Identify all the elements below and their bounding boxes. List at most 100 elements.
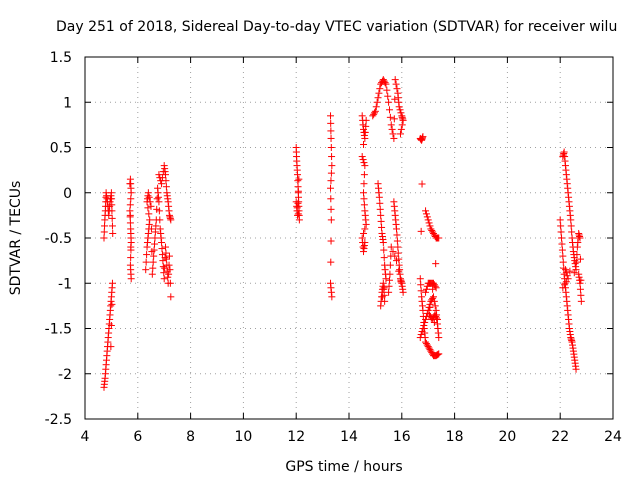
data-point <box>379 279 387 287</box>
data-point <box>100 228 108 236</box>
x-tick-label: 8 <box>186 429 195 445</box>
data-point <box>146 216 154 224</box>
data-point <box>328 153 336 161</box>
y-tick-label: -2.5 <box>45 412 72 428</box>
data-point <box>381 297 389 305</box>
data-point <box>422 285 430 293</box>
data-point <box>396 130 404 138</box>
data-point <box>424 306 432 314</box>
data-point <box>421 318 429 326</box>
data-point <box>158 239 166 247</box>
data-point <box>567 222 575 230</box>
data-point <box>395 267 403 275</box>
data-point <box>148 270 156 278</box>
data-point <box>160 275 168 283</box>
data-point <box>568 228 576 236</box>
data-point <box>151 228 159 236</box>
data-point <box>561 281 569 289</box>
data-point <box>361 162 369 170</box>
data-point <box>371 107 379 115</box>
data-point <box>572 258 580 266</box>
data-point <box>380 254 388 262</box>
data-point <box>152 222 160 230</box>
data-point <box>389 130 397 138</box>
x-axis-label: GPS time / hours <box>285 459 402 475</box>
data-point <box>372 103 380 111</box>
data-point <box>327 119 335 127</box>
data-point <box>556 216 564 224</box>
data-point <box>360 189 368 197</box>
data-point <box>360 171 368 179</box>
data-point <box>387 252 395 260</box>
data-point <box>153 195 161 203</box>
data-point <box>327 258 335 266</box>
data-point <box>158 245 166 253</box>
data-point <box>327 216 335 224</box>
data-point <box>433 351 441 359</box>
data-point <box>162 243 170 251</box>
data-point <box>385 106 393 114</box>
data-point <box>379 76 387 84</box>
data-point <box>379 239 387 247</box>
data-point <box>108 195 116 203</box>
data-point <box>385 276 393 284</box>
data-point <box>155 207 163 215</box>
data-point <box>576 285 584 293</box>
data-point <box>435 334 443 342</box>
data-point <box>384 92 392 100</box>
data-point <box>394 243 402 251</box>
data-point <box>423 341 431 349</box>
data-point <box>327 237 335 245</box>
data-point <box>126 201 134 209</box>
data-point <box>558 234 566 242</box>
data-point <box>427 225 435 233</box>
data-point <box>143 251 151 259</box>
data-point <box>433 314 441 322</box>
data-point <box>391 95 399 103</box>
data-point <box>397 278 405 286</box>
data-point <box>327 205 335 213</box>
data-point <box>575 270 583 278</box>
data-point <box>577 297 585 305</box>
y-tick-label: -1.5 <box>45 322 72 338</box>
data-point <box>557 222 565 230</box>
data-point <box>108 201 116 209</box>
data-point <box>423 213 431 221</box>
data-point <box>391 76 399 84</box>
data-point <box>377 217 385 225</box>
data-point <box>162 171 170 179</box>
data-point <box>162 249 170 257</box>
data-point <box>386 261 394 269</box>
data-point <box>145 193 153 201</box>
data-point <box>126 219 134 227</box>
data-point <box>420 321 428 329</box>
data-point <box>327 112 335 120</box>
data-point <box>165 261 173 269</box>
data-point <box>380 291 388 299</box>
data-point <box>573 251 581 259</box>
data-point <box>383 86 391 94</box>
data-point <box>387 121 395 129</box>
data-point <box>572 266 580 274</box>
data-point <box>294 177 302 185</box>
data-point <box>430 281 438 289</box>
data-point <box>361 134 369 142</box>
data-point <box>144 204 152 212</box>
data-point <box>576 255 584 263</box>
data-point <box>362 122 370 130</box>
data-point <box>382 275 390 283</box>
data-point <box>373 98 381 106</box>
data-point <box>167 216 175 224</box>
data-point <box>397 125 405 133</box>
data-point <box>327 177 335 185</box>
data-point <box>393 257 401 265</box>
data-point <box>417 227 425 235</box>
data-point <box>158 180 166 188</box>
data-point <box>109 229 117 237</box>
data-point <box>108 279 116 287</box>
data-point <box>563 272 571 280</box>
data-point <box>417 331 425 339</box>
data-point <box>417 287 425 295</box>
data-point <box>428 226 436 234</box>
